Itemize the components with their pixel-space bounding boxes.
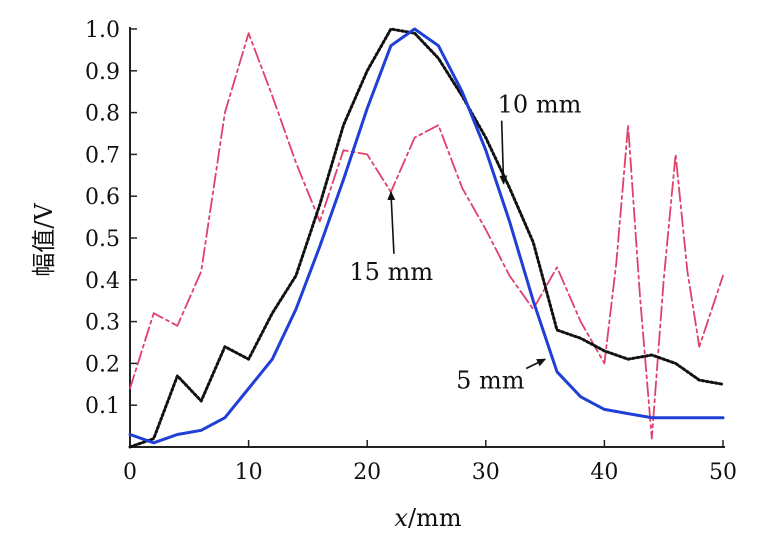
annotations-group: 10 mm 15 mm 5 mm [349, 91, 581, 395]
y-tick-label: 0.2 [85, 352, 120, 377]
x-tick-label: 10 [235, 460, 263, 485]
y-tick-label: 0.4 [85, 269, 120, 294]
x-tick-label: 50 [709, 460, 737, 485]
y-tick-label: 0.5 [85, 227, 120, 252]
series-line-10-mm [128, 27, 725, 449]
y-tick-label: 0.6 [85, 185, 120, 210]
x-tick-label: 0 [123, 460, 137, 485]
y-tick-label: 0.9 [85, 60, 120, 85]
annotation-label: 5 mm [456, 366, 525, 394]
axes: 0 10 20 30 40 50 0.1 0.2 0.3 0.4 0.5 0.6 0.7 0.8 0.9 1.… [85, 18, 737, 485]
y-tick-label: 0.7 [85, 143, 120, 168]
y-axis-title: 幅值/V [30, 203, 58, 277]
annotation-arrow [525, 358, 546, 370]
annotation-arrow [499, 120, 508, 185]
x-tick-label: 30 [472, 460, 500, 485]
annotation-arrow [387, 191, 396, 254]
x-axis-title: x/mm [394, 504, 461, 532]
x-tick-label: 40 [590, 460, 618, 485]
x-tick-label: 20 [353, 460, 381, 485]
y-tick-label: 0.8 [85, 102, 120, 127]
series-line-5-mm [128, 27, 725, 445]
annotation-label: 10 mm [498, 91, 582, 119]
series-group [128, 27, 725, 449]
x-axis-var: x [394, 504, 408, 532]
annotation-label: 15 mm [349, 258, 433, 286]
y-tick-label: 0.3 [85, 311, 120, 336]
series-line-15-mm [129, 32, 724, 440]
x-axis-unit: /mm [408, 504, 462, 532]
y-tick-label: 0.1 [85, 394, 120, 419]
y-tick-label: 1.0 [85, 18, 120, 43]
